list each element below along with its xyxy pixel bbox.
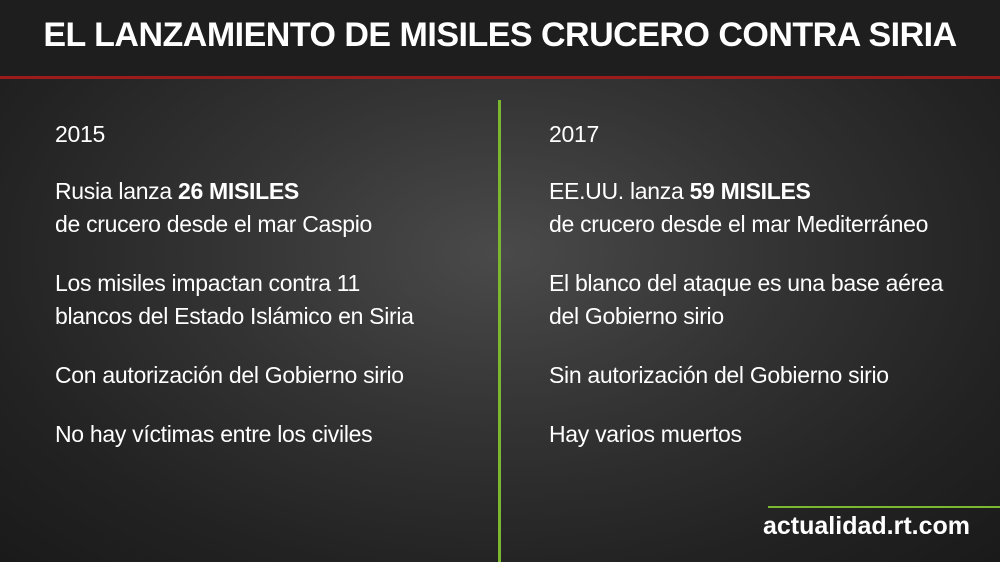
headline-bold: 59 MISILES bbox=[689, 178, 811, 204]
headline-rest: de crucero desde el mar Caspio bbox=[55, 211, 372, 237]
headline-bold: 26 MISILES bbox=[177, 178, 299, 204]
divider bbox=[498, 100, 501, 562]
item: No hay víctimas entre los civiles bbox=[55, 418, 495, 451]
headline: Rusia lanza 26 MISILES de crucero desde e… bbox=[55, 175, 495, 241]
item: Hay varios muertos bbox=[549, 418, 989, 451]
headline-line: EE.UU. lanza 59 MISILES bbox=[549, 175, 989, 208]
year: 2015 bbox=[55, 121, 105, 147]
headline: EE.UU. lanza 59 MISILES de crucero desde … bbox=[549, 175, 989, 241]
headline-rest: de crucero desde el mar Mediterráneo bbox=[549, 211, 929, 237]
item: Sin autorización del Gobierno sirio bbox=[549, 359, 989, 392]
title: EL LANZAMIENTO DE MISILES CRUCERO CONTRA… bbox=[43, 16, 957, 54]
item-line: Con autorización del Gobierno sirio bbox=[55, 362, 404, 388]
year: 2017 bbox=[549, 121, 599, 147]
item-line: Sin autorización del Gobierno sirio bbox=[549, 362, 889, 388]
column: 2017 EE.UU. lanza 59 MISILES de crucero de… bbox=[549, 118, 989, 477]
headline-line: Rusia lanza 26 MISILES bbox=[55, 175, 495, 208]
item-line: del Gobierno sirio bbox=[549, 303, 724, 329]
item: El blanco del ataque es una base aérea de… bbox=[549, 267, 989, 333]
title-bar bbox=[0, 0, 1000, 79]
item-line: blancos del Estado Islámico en Siria bbox=[55, 303, 414, 329]
item-line: Los misiles impactan contra 11 bbox=[55, 270, 361, 296]
item-line: Hay varios muertos bbox=[549, 421, 742, 447]
item: Los misiles impactan contra 11 blancos de… bbox=[55, 267, 495, 333]
item-line: No hay víctimas entre los civiles bbox=[55, 421, 373, 447]
headline-lead: EE.UU. lanza bbox=[549, 178, 684, 204]
item-line: El blanco del ataque es una base aérea bbox=[549, 270, 943, 296]
item: Con autorización del Gobierno sirio bbox=[55, 359, 495, 392]
headline-lead: Rusia lanza bbox=[55, 178, 172, 204]
column: 2015 Rusia lanza 26 MISILES de crucero des… bbox=[55, 118, 495, 477]
source: actualidad.rt.com bbox=[763, 512, 970, 540]
footer-line bbox=[768, 506, 1000, 508]
